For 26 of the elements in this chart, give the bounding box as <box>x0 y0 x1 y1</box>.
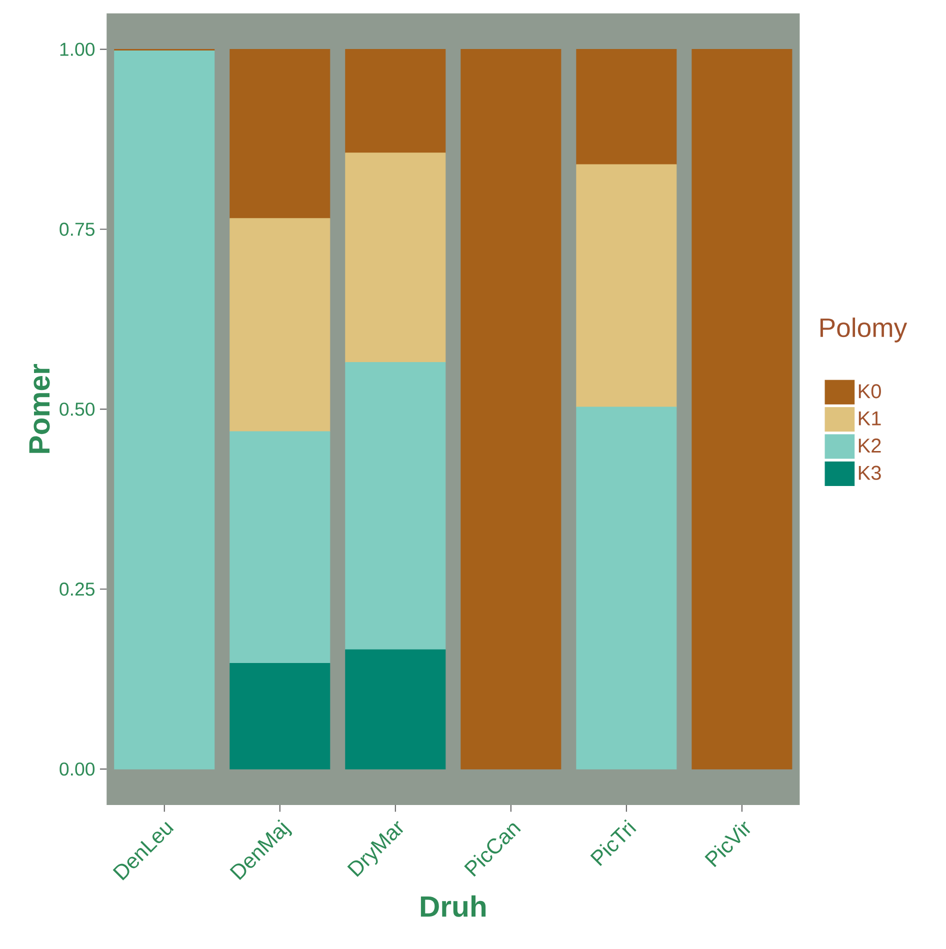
bar <box>576 49 677 165</box>
y-tick-label: 0.50 <box>60 402 94 416</box>
bar <box>229 218 330 432</box>
bar <box>345 362 446 650</box>
bar <box>114 50 214 770</box>
bar <box>345 152 446 363</box>
legend-label: K0 <box>858 384 881 398</box>
legend-label: K1 <box>858 411 881 426</box>
y-tick-label: 0.00 <box>60 762 94 776</box>
bar <box>229 431 330 664</box>
legend-title: Polomy <box>820 318 907 342</box>
y-axis-title: Pomer <box>29 364 50 453</box>
y-tick-label: 0.25 <box>60 582 94 596</box>
bar <box>345 49 446 154</box>
bar <box>576 164 677 408</box>
bar <box>460 49 562 770</box>
bar <box>576 406 677 770</box>
legend-label: K3 <box>858 466 881 480</box>
x-axis-title: Druh <box>420 895 486 917</box>
bar <box>345 649 446 770</box>
bar <box>229 49 330 219</box>
y-tick-label: 1.00 <box>60 42 94 56</box>
bar <box>692 49 792 770</box>
bar <box>229 662 330 770</box>
y-tick-label: 0.75 <box>60 222 94 236</box>
legend-label: K2 <box>858 438 881 453</box>
